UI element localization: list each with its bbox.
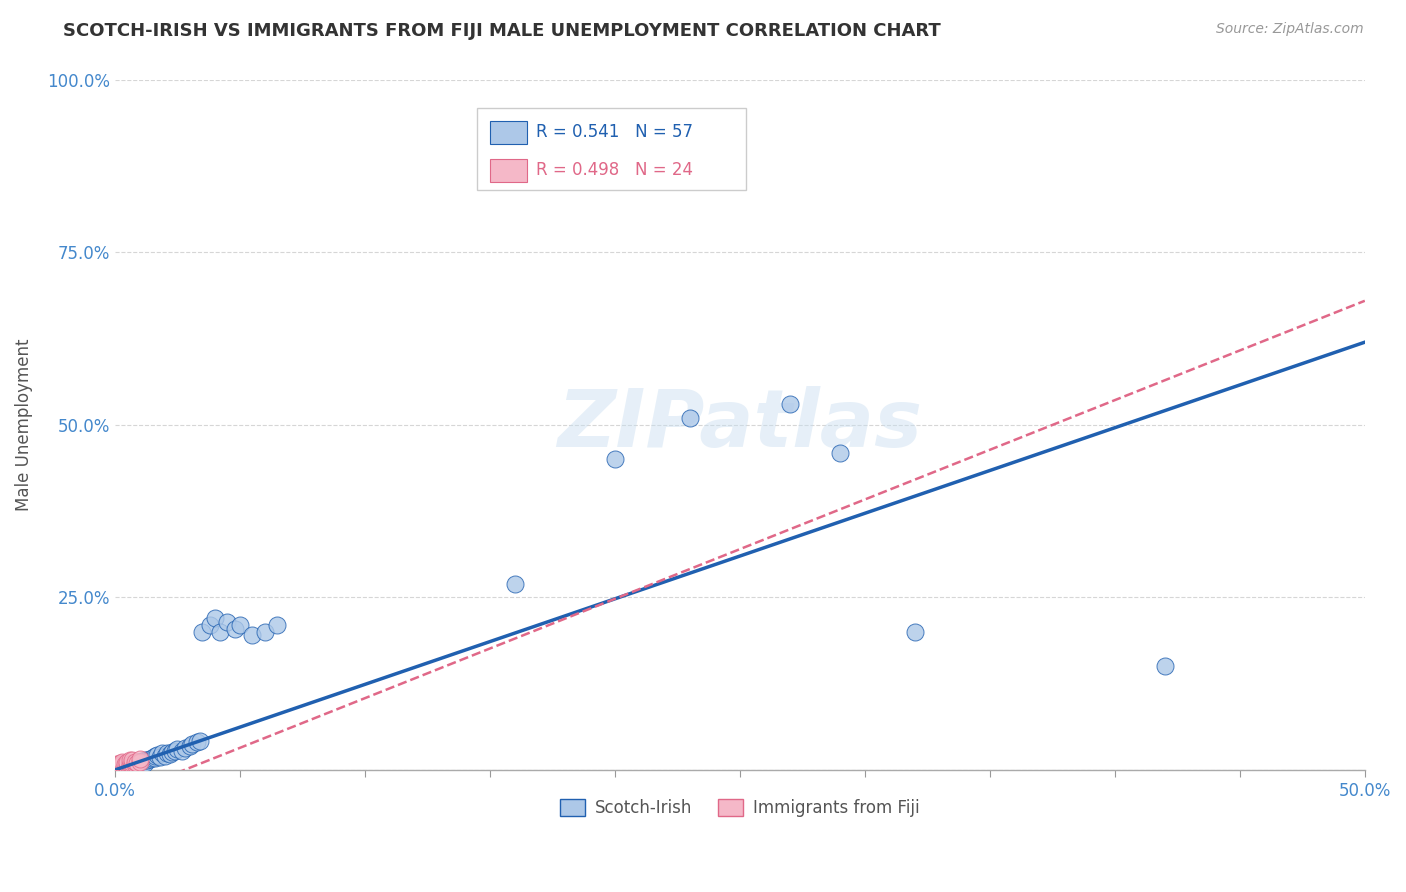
- Point: [118, 759, 141, 773]
- Point: [229, 618, 252, 632]
- Point: [128, 757, 150, 772]
- Point: [191, 625, 214, 640]
- Point: [143, 750, 166, 764]
- Point: [131, 754, 153, 768]
- Point: [166, 742, 188, 756]
- Point: [134, 756, 156, 770]
- Point: [208, 625, 231, 640]
- Text: ZIPatlas: ZIPatlas: [557, 386, 922, 464]
- Point: [134, 753, 156, 767]
- Point: [904, 625, 927, 640]
- Point: [118, 758, 141, 772]
- Point: [139, 752, 162, 766]
- Point: [266, 618, 288, 632]
- Point: [121, 758, 143, 772]
- Point: [111, 755, 134, 769]
- Point: [108, 759, 131, 773]
- Point: [173, 740, 195, 755]
- Point: [179, 739, 201, 753]
- Point: [128, 755, 150, 769]
- Point: [108, 756, 131, 770]
- Point: [159, 747, 181, 761]
- Point: [105, 759, 128, 773]
- Point: [124, 756, 146, 770]
- Point: [198, 618, 221, 632]
- Point: [121, 753, 143, 767]
- Point: [108, 758, 131, 772]
- Point: [188, 734, 211, 748]
- Point: [118, 753, 141, 767]
- Point: [114, 756, 136, 771]
- Point: [153, 748, 176, 763]
- Point: [146, 747, 169, 762]
- Point: [114, 759, 136, 773]
- Text: Source: ZipAtlas.com: Source: ZipAtlas.com: [1216, 22, 1364, 37]
- Point: [779, 397, 801, 411]
- Point: [217, 615, 239, 629]
- Point: [172, 744, 194, 758]
- Point: [163, 744, 186, 758]
- Point: [111, 760, 134, 774]
- Point: [131, 756, 153, 771]
- FancyBboxPatch shape: [489, 120, 527, 145]
- Point: [128, 755, 150, 769]
- Point: [114, 759, 136, 773]
- Text: R = 0.498   N = 24: R = 0.498 N = 24: [536, 161, 693, 178]
- Point: [117, 759, 139, 773]
- Point: [204, 611, 226, 625]
- Point: [156, 746, 179, 760]
- Point: [105, 757, 128, 772]
- Point: [111, 759, 134, 773]
- Text: SCOTCH-IRISH VS IMMIGRANTS FROM FIJI MALE UNEMPLOYMENT CORRELATION CHART: SCOTCH-IRISH VS IMMIGRANTS FROM FIJI MAL…: [63, 22, 941, 40]
- Point: [117, 755, 139, 769]
- Point: [127, 756, 149, 770]
- Point: [503, 576, 526, 591]
- Point: [162, 745, 184, 759]
- Point: [127, 758, 149, 772]
- Point: [111, 757, 134, 772]
- Point: [127, 756, 149, 770]
- Point: [108, 760, 131, 774]
- Point: [124, 757, 146, 772]
- Point: [118, 756, 141, 771]
- Point: [224, 622, 246, 636]
- Point: [128, 752, 150, 766]
- Point: [117, 759, 139, 773]
- Point: [143, 749, 166, 764]
- Point: [149, 750, 172, 764]
- Point: [253, 625, 276, 640]
- FancyBboxPatch shape: [477, 108, 747, 190]
- Point: [181, 737, 204, 751]
- Point: [1153, 659, 1175, 673]
- Text: R = 0.541   N = 57: R = 0.541 N = 57: [536, 123, 693, 141]
- Point: [118, 760, 141, 774]
- Point: [114, 761, 136, 775]
- Y-axis label: Male Unemployment: Male Unemployment: [15, 339, 32, 511]
- Point: [679, 411, 702, 425]
- Point: [150, 747, 173, 761]
- Point: [117, 757, 139, 772]
- Point: [240, 628, 263, 642]
- Point: [828, 445, 851, 459]
- Point: [121, 759, 143, 773]
- Point: [121, 756, 143, 770]
- Point: [136, 753, 159, 767]
- Point: [121, 756, 143, 771]
- Point: [124, 759, 146, 773]
- Point: [141, 751, 163, 765]
- Legend: Scotch-Irish, Immigrants from Fiji: Scotch-Irish, Immigrants from Fiji: [554, 792, 927, 824]
- FancyBboxPatch shape: [489, 159, 527, 182]
- Point: [124, 755, 146, 769]
- Point: [186, 735, 208, 749]
- Point: [117, 757, 139, 772]
- Point: [603, 452, 626, 467]
